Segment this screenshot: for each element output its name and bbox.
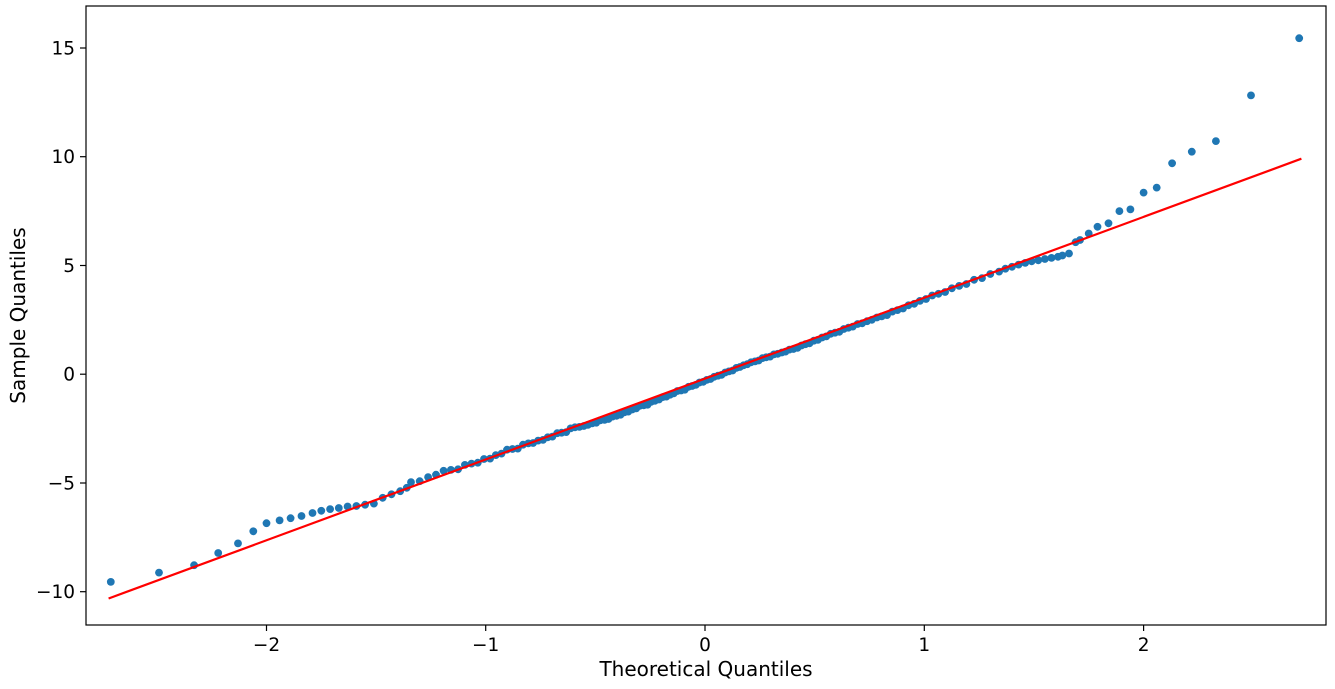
data-point [1047,254,1056,262]
data-point [407,478,415,486]
data-point [234,539,242,548]
x-tick-label: −2 [253,635,280,656]
y-tick-label: 5 [63,256,75,277]
data-point [106,578,115,586]
data-point [1247,91,1255,100]
data-point [214,549,223,557]
data-point [1058,251,1067,260]
data-point [262,519,271,528]
x-tick-label: 1 [918,635,930,656]
data-point [439,466,448,475]
x-tick-label: 0 [699,635,711,656]
y-tick-label: −10 [36,582,75,603]
data-point [308,509,317,517]
data-point [297,512,306,520]
data-point [286,514,295,523]
data-point [1034,256,1043,265]
y-tick-label: 10 [51,147,75,168]
x-axis-label: Theoretical Quantiles [598,657,812,681]
x-tick-label: 2 [1138,635,1150,656]
data-point [1104,219,1113,228]
data-point [326,505,334,513]
y-axis-label: Sample Quantiles [6,227,30,403]
y-tick-label: −5 [48,474,75,495]
data-point [1126,205,1135,214]
data-point [1152,183,1161,192]
x-axis-ticks: −2 −1 0 1 2 [253,625,1150,656]
y-axis-ticks: −10 −5 0 5 10 15 [36,39,86,603]
data-point [334,504,343,512]
y-tick-label: 0 [63,365,75,386]
data-point [1187,147,1196,156]
data-point [1093,222,1102,231]
plot-border [85,5,1327,626]
data-point [1041,255,1049,263]
data-point [275,516,284,525]
data-point [1139,188,1148,197]
scatter-points [106,34,1304,586]
data-point [155,568,163,577]
data-point [1115,207,1124,216]
data-point [1168,159,1176,168]
data-point [1295,34,1304,43]
data-point [343,502,352,511]
x-tick-label: −1 [472,635,499,656]
data-point [1212,137,1220,146]
reference-line [108,157,1302,600]
data-point [249,527,258,536]
y-tick-label: 15 [51,39,75,60]
data-point [1065,249,1073,258]
data-point [317,506,326,515]
